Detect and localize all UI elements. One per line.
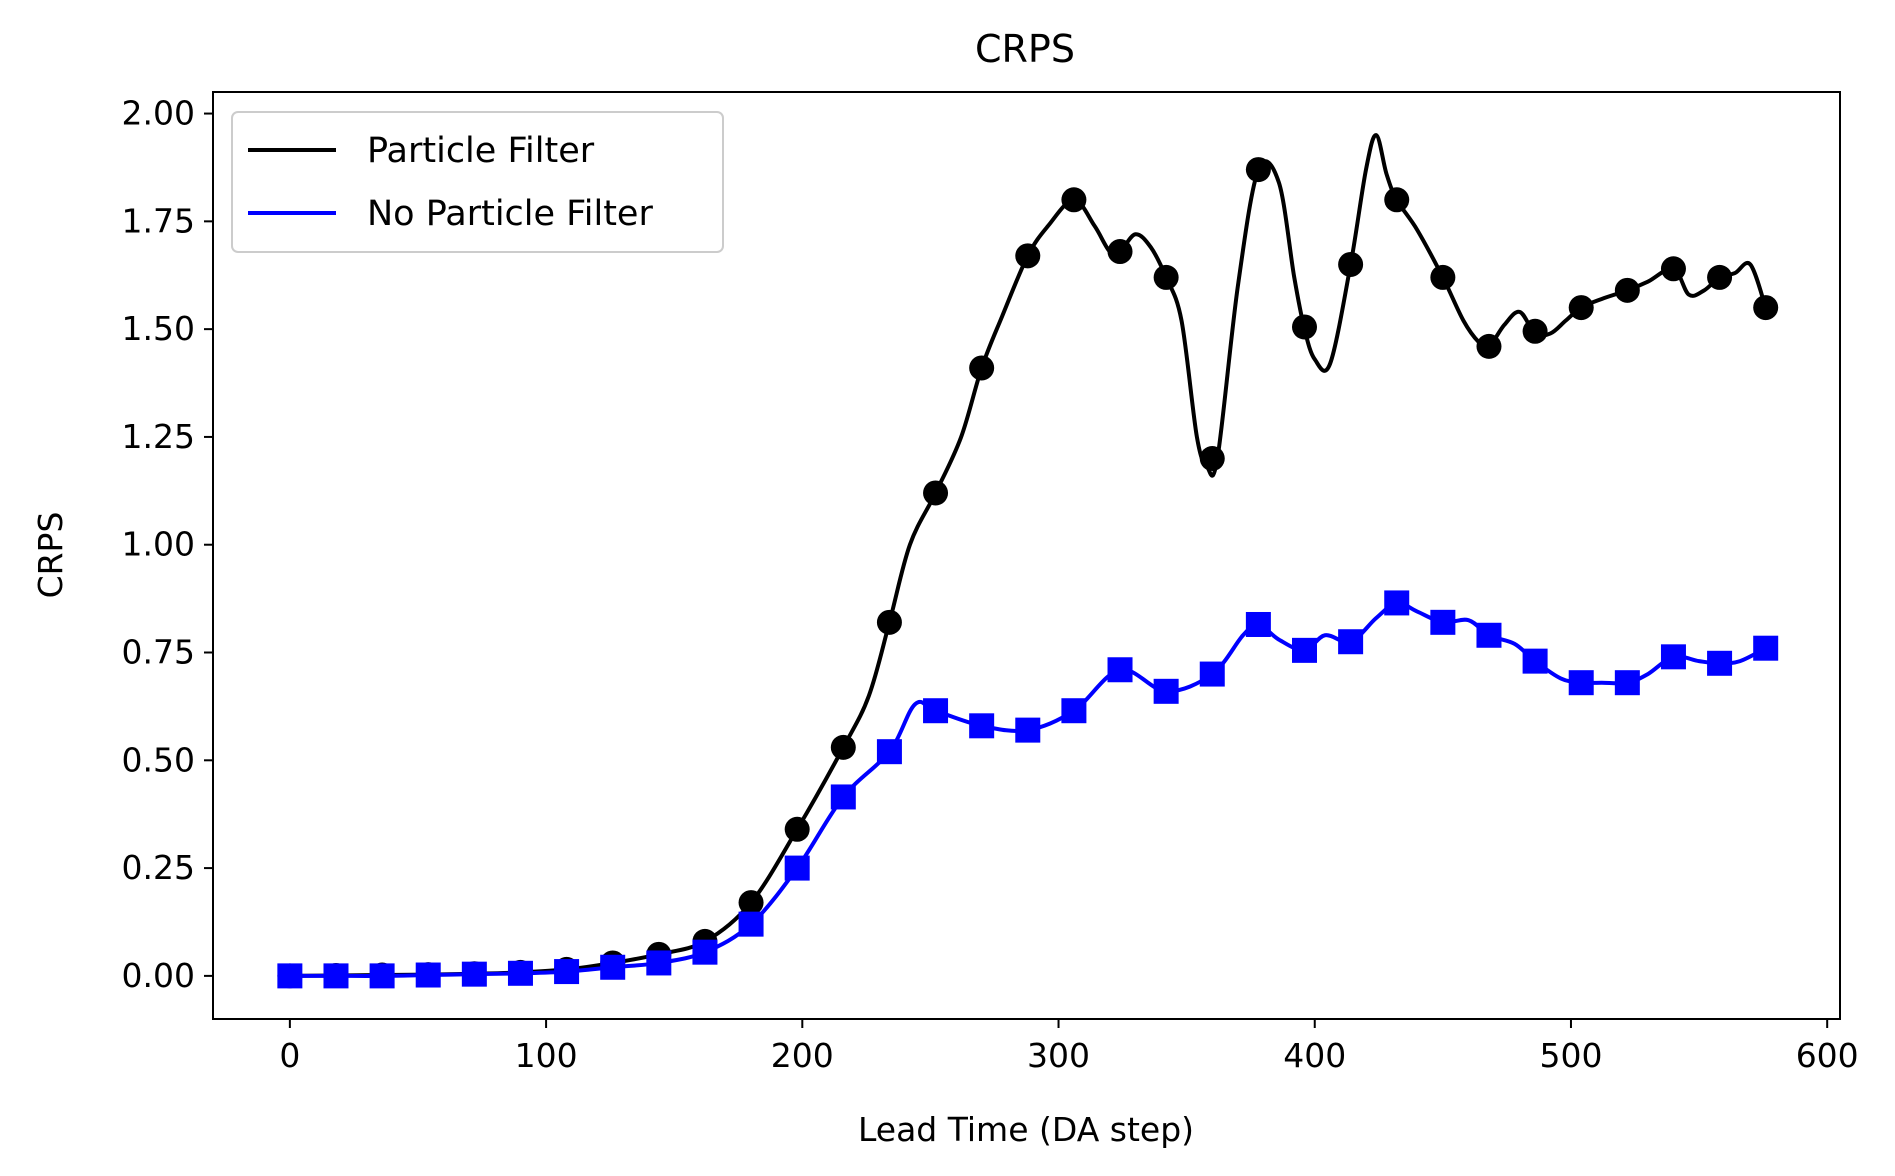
data-point-no-particle-filter bbox=[1707, 650, 1733, 676]
data-point-no-particle-filter bbox=[1476, 622, 1502, 648]
y-tick-label: 0.25 bbox=[122, 848, 195, 887]
legend-label-particle-filter: Particle Filter bbox=[367, 131, 595, 171]
plot-series bbox=[277, 133, 1779, 989]
data-point-no-particle-filter bbox=[1384, 590, 1410, 616]
data-point-particle-filter bbox=[1107, 239, 1133, 265]
data-point-no-particle-filter bbox=[646, 950, 672, 976]
data-point-particle-filter bbox=[1614, 277, 1640, 303]
data-point-no-particle-filter bbox=[554, 959, 580, 985]
data-point-particle-filter bbox=[1568, 295, 1594, 321]
legend-box bbox=[231, 111, 724, 253]
data-point-no-particle-filter bbox=[415, 962, 441, 988]
chart-title: CRPS bbox=[975, 27, 1075, 71]
y-tick-label: 0.50 bbox=[122, 740, 195, 779]
data-point-particle-filter bbox=[784, 816, 810, 842]
data-point-particle-filter bbox=[969, 355, 995, 381]
data-point-no-particle-filter bbox=[1660, 644, 1686, 670]
data-point-no-particle-filter bbox=[1614, 670, 1640, 696]
data-point-particle-filter bbox=[1015, 243, 1041, 269]
data-point-particle-filter bbox=[1476, 333, 1502, 359]
y-tick-label: 1.00 bbox=[122, 525, 195, 564]
y-tick-label: 0.75 bbox=[122, 633, 195, 672]
y-tick-label: 0.00 bbox=[122, 956, 195, 995]
data-point-no-particle-filter bbox=[1522, 648, 1548, 674]
data-point-no-particle-filter bbox=[277, 963, 303, 989]
data-point-no-particle-filter bbox=[1568, 670, 1594, 696]
data-point-particle-filter bbox=[1660, 256, 1686, 282]
data-point-no-particle-filter bbox=[507, 960, 533, 986]
data-point-particle-filter bbox=[1245, 157, 1271, 183]
y-tick-label: 1.75 bbox=[122, 201, 195, 240]
data-point-no-particle-filter bbox=[1107, 657, 1133, 683]
data-point-no-particle-filter bbox=[1753, 635, 1779, 661]
data-point-particle-filter bbox=[876, 609, 902, 635]
plot-frame bbox=[212, 91, 1841, 1020]
data-point-particle-filter bbox=[1753, 295, 1779, 321]
legend-label-no-particle-filter: No Particle Filter bbox=[367, 194, 653, 234]
data-point-no-particle-filter bbox=[969, 713, 995, 739]
data-point-particle-filter bbox=[830, 734, 856, 760]
y-axis: 0.00 0.25 0.50 0.75 1.00 1.25 1.50 1.75 2.00 bbox=[122, 94, 213, 995]
data-point-no-particle-filter bbox=[923, 698, 949, 724]
data-point-particle-filter bbox=[1291, 314, 1317, 340]
x-tick-label: 500 bbox=[1539, 1036, 1602, 1075]
data-point-particle-filter bbox=[1199, 445, 1225, 471]
data-point-particle-filter bbox=[1430, 264, 1456, 290]
data-point-particle-filter bbox=[1384, 187, 1410, 213]
legend: Particle Filter No Particle Filter bbox=[231, 111, 724, 253]
data-point-particle-filter bbox=[1061, 187, 1087, 213]
data-point-particle-filter bbox=[1338, 251, 1364, 277]
y-axis-label: CRPS bbox=[31, 512, 70, 599]
x-tick-label: 400 bbox=[1283, 1036, 1346, 1075]
x-tick-label: 0 bbox=[279, 1036, 300, 1075]
data-point-particle-filter bbox=[1153, 264, 1179, 290]
data-point-no-particle-filter bbox=[784, 855, 810, 881]
data-point-no-particle-filter bbox=[1061, 698, 1087, 724]
data-point-no-particle-filter bbox=[461, 961, 487, 987]
data-point-particle-filter bbox=[738, 890, 764, 916]
data-point-particle-filter bbox=[1522, 318, 1548, 344]
data-point-no-particle-filter bbox=[830, 784, 856, 810]
data-point-no-particle-filter bbox=[1199, 661, 1225, 687]
x-axis: 0 100 200 300 400 500 600 bbox=[279, 1019, 1859, 1075]
data-point-no-particle-filter bbox=[876, 739, 902, 765]
data-point-no-particle-filter bbox=[1015, 717, 1041, 743]
y-tick-label: 1.25 bbox=[122, 417, 195, 456]
data-point-no-particle-filter bbox=[1430, 609, 1456, 635]
x-tick-label: 100 bbox=[515, 1036, 578, 1075]
data-point-no-particle-filter bbox=[600, 954, 626, 980]
data-point-no-particle-filter bbox=[692, 939, 718, 965]
data-point-no-particle-filter bbox=[369, 963, 395, 989]
data-point-no-particle-filter bbox=[1245, 611, 1271, 637]
x-tick-label: 300 bbox=[1027, 1036, 1090, 1075]
y-tick-label: 1.50 bbox=[122, 309, 195, 348]
data-point-no-particle-filter bbox=[1153, 678, 1179, 704]
data-point-no-particle-filter bbox=[1291, 637, 1317, 663]
data-point-particle-filter bbox=[923, 480, 949, 506]
data-point-no-particle-filter bbox=[1338, 629, 1364, 655]
y-tick-label: 2.00 bbox=[122, 94, 195, 133]
x-axis-label: Lead Time (DA step) bbox=[858, 1110, 1194, 1149]
data-point-particle-filter bbox=[1707, 264, 1733, 290]
data-point-no-particle-filter bbox=[323, 963, 349, 989]
data-point-no-particle-filter bbox=[738, 911, 764, 937]
x-tick-label: 200 bbox=[771, 1036, 834, 1075]
x-tick-label: 600 bbox=[1796, 1036, 1859, 1075]
